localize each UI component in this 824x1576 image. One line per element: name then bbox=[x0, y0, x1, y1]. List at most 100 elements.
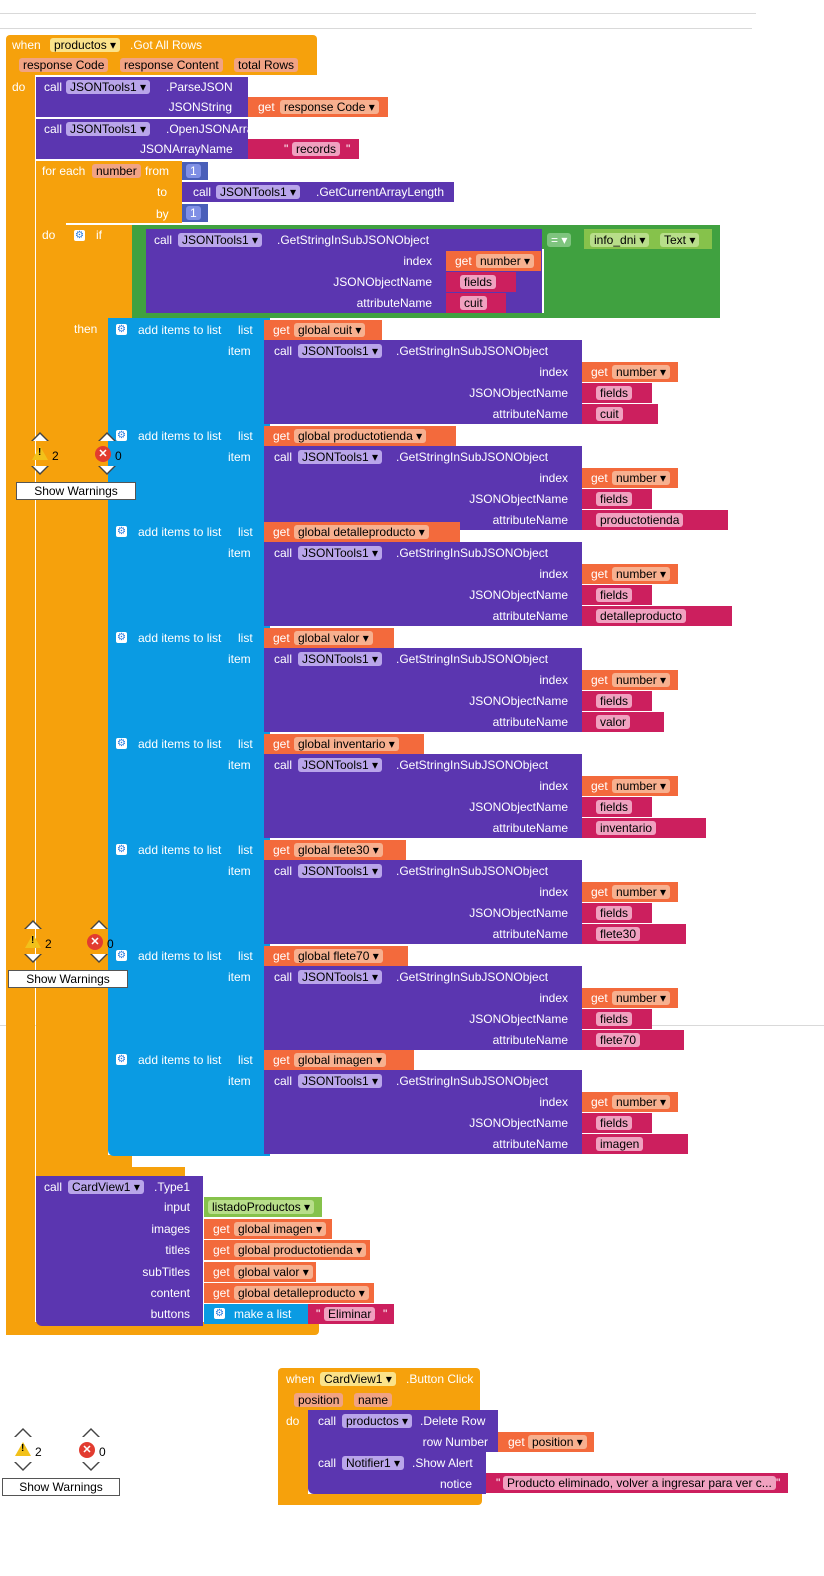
var-dropdown[interactable]: global imagen ▾ bbox=[234, 1222, 327, 1236]
var-dropdown[interactable]: global productotienda ▾ bbox=[234, 1243, 367, 1257]
show-warnings-button[interactable]: Show Warnings bbox=[16, 482, 136, 500]
component-dropdown-cardview[interactable]: CardView1 ▾ bbox=[320, 1372, 396, 1386]
text-value[interactable]: fields bbox=[460, 275, 497, 289]
var-dropdown[interactable]: number ▾ bbox=[612, 779, 671, 793]
var-dropdown[interactable]: global flete30 ▾ bbox=[294, 843, 383, 857]
param-response-content[interactable]: response Content bbox=[120, 58, 223, 72]
text-value[interactable]: detalleproducto bbox=[596, 609, 687, 623]
param-response-code[interactable]: response Code bbox=[19, 58, 109, 72]
component-dropdown-jsontools[interactable]: JSONTools1 ▾ bbox=[298, 546, 383, 560]
property-dropdown[interactable]: Text ▾ bbox=[660, 233, 700, 247]
var-dropdown[interactable]: global detalleproducto ▾ bbox=[294, 525, 429, 539]
loop-var[interactable]: number bbox=[92, 164, 141, 178]
text-value[interactable]: imagen bbox=[596, 1137, 644, 1151]
component-dropdown-jsontools[interactable]: JSONTools1 ▾ bbox=[298, 652, 383, 666]
var-dropdown[interactable]: global flete70 ▾ bbox=[294, 949, 383, 963]
param-position[interactable]: position bbox=[294, 1393, 344, 1407]
errors-prev-arrow-icon[interactable] bbox=[82, 1428, 100, 1437]
var-dropdown[interactable]: number ▾ bbox=[612, 673, 671, 687]
add-items-block[interactable] bbox=[108, 734, 270, 754]
text-value[interactable]: flete30 bbox=[596, 927, 641, 941]
text-value[interactable]: fields bbox=[596, 906, 633, 920]
var-dropdown[interactable]: response Code ▾ bbox=[280, 100, 379, 114]
warnings-prev-arrow-icon[interactable] bbox=[24, 920, 42, 929]
call-cardview-type1[interactable] bbox=[36, 1176, 203, 1326]
warnings-next-arrow-icon[interactable] bbox=[31, 466, 49, 475]
number-value[interactable]: 1 bbox=[186, 164, 201, 178]
var-dropdown[interactable]: number ▾ bbox=[612, 567, 671, 581]
add-items-block[interactable] bbox=[108, 840, 270, 860]
component-dropdown-jsontools[interactable]: JSONTools1 ▾ bbox=[298, 450, 383, 464]
var-dropdown[interactable]: global valor ▾ bbox=[294, 631, 373, 645]
component-dropdown-notifier[interactable]: Notifier1 ▾ bbox=[342, 1456, 405, 1470]
component-dropdown-jsontools[interactable]: JSONTools1 ▾ bbox=[298, 344, 383, 358]
value[interactable]: listadoProductos ▾ bbox=[208, 1200, 315, 1214]
var-dropdown[interactable]: position ▾ bbox=[528, 1435, 587, 1449]
component-dropdown-cardview[interactable]: CardView1 ▾ bbox=[68, 1180, 144, 1194]
component-dropdown-productos[interactable]: productos ▾ bbox=[342, 1414, 413, 1428]
text-value[interactable]: fields bbox=[596, 492, 633, 506]
text-value[interactable]: records bbox=[292, 142, 341, 156]
var-dropdown[interactable]: number ▾ bbox=[612, 1095, 671, 1109]
gear-icon[interactable]: ⚙ bbox=[74, 230, 85, 241]
text-value[interactable]: fields bbox=[596, 386, 633, 400]
text-value[interactable]: productotienda bbox=[596, 513, 684, 527]
warnings-next-arrow-icon[interactable] bbox=[14, 1462, 32, 1471]
warnings-prev-arrow-icon[interactable] bbox=[31, 432, 49, 441]
var-dropdown[interactable]: global valor ▾ bbox=[234, 1265, 313, 1279]
param-total-rows[interactable]: total Rows bbox=[234, 58, 299, 72]
gear-icon[interactable]: ⚙ bbox=[116, 1054, 127, 1065]
text-value[interactable]: fields bbox=[596, 800, 633, 814]
text-value[interactable]: Producto eliminado, volver a ingresar pa… bbox=[503, 1476, 776, 1490]
text-value[interactable]: fields bbox=[596, 1012, 633, 1026]
var-dropdown[interactable]: number ▾ bbox=[612, 471, 671, 485]
component-dropdown-jsontools[interactable]: JSONTools1 ▾ bbox=[298, 970, 383, 984]
component-dropdown-jsontools[interactable]: JSONTools1 ▾ bbox=[178, 233, 263, 247]
var-dropdown[interactable]: global imagen ▾ bbox=[294, 1053, 387, 1067]
gear-icon[interactable]: ⚙ bbox=[116, 950, 127, 961]
gear-icon[interactable]: ⚙ bbox=[116, 632, 127, 643]
component-dropdown-jsontools[interactable]: JSONTools1 ▾ bbox=[216, 185, 301, 199]
text-value[interactable]: cuit bbox=[596, 407, 623, 421]
make-a-list-block[interactable] bbox=[204, 1304, 308, 1324]
var-dropdown[interactable]: number ▾ bbox=[612, 885, 671, 899]
component-dropdown-jsontools[interactable]: JSONTools1 ▾ bbox=[298, 1074, 383, 1088]
var-dropdown[interactable]: global productotienda ▾ bbox=[294, 429, 427, 443]
var-dropdown[interactable]: global inventario ▾ bbox=[294, 737, 399, 751]
text-value[interactable]: flete70 bbox=[596, 1033, 641, 1047]
gear-icon[interactable]: ⚙ bbox=[116, 738, 127, 749]
text-value[interactable]: fields bbox=[596, 694, 633, 708]
errors-prev-arrow-icon[interactable] bbox=[98, 432, 116, 441]
show-warnings-button[interactable]: Show Warnings bbox=[8, 970, 128, 988]
var-dropdown[interactable]: number ▾ bbox=[476, 254, 535, 268]
component-dropdown-jsontools[interactable]: JSONTools1 ▾ bbox=[298, 864, 383, 878]
errors-next-arrow-icon[interactable] bbox=[90, 954, 108, 963]
errors-next-arrow-icon[interactable] bbox=[82, 1462, 100, 1471]
number-value[interactable]: 1 bbox=[186, 206, 201, 220]
gear-icon[interactable]: ⚙ bbox=[116, 844, 127, 855]
gear-icon[interactable]: ⚙ bbox=[116, 430, 127, 441]
component-dropdown-jsontools[interactable]: JSONTools1 ▾ bbox=[298, 758, 383, 772]
text-value[interactable]: fields bbox=[596, 1116, 633, 1130]
warnings-next-arrow-icon[interactable] bbox=[24, 954, 42, 963]
errors-prev-arrow-icon[interactable] bbox=[90, 920, 108, 929]
text-value[interactable]: Eliminar bbox=[324, 1307, 376, 1321]
component-dropdown-jsontools[interactable]: JSONTools1 ▾ bbox=[66, 122, 151, 136]
var-dropdown[interactable]: global detalleproducto ▾ bbox=[234, 1286, 369, 1300]
var-dropdown[interactable]: number ▾ bbox=[612, 365, 671, 379]
text-value[interactable]: cuit bbox=[460, 296, 487, 310]
gear-icon[interactable]: ⚙ bbox=[116, 526, 127, 537]
param-name[interactable]: name bbox=[354, 1393, 393, 1407]
component-dropdown-productos[interactable]: productos ▾ bbox=[50, 38, 121, 52]
compare-op-dropdown[interactable]: = ▾ bbox=[547, 233, 572, 247]
var-dropdown[interactable]: global cuit ▾ bbox=[294, 323, 366, 337]
text-value[interactable]: inventario bbox=[596, 821, 657, 835]
warnings-prev-arrow-icon[interactable] bbox=[14, 1428, 32, 1437]
show-warnings-button[interactable]: Show Warnings bbox=[2, 1478, 120, 1496]
text-value[interactable]: fields bbox=[596, 588, 633, 602]
component-dropdown-jsontools[interactable]: JSONTools1 ▾ bbox=[66, 80, 151, 94]
gear-icon[interactable]: ⚙ bbox=[116, 324, 127, 335]
gear-icon[interactable]: ⚙ bbox=[214, 1308, 225, 1319]
text-value[interactable]: valor bbox=[596, 715, 631, 729]
var-dropdown[interactable]: number ▾ bbox=[612, 991, 671, 1005]
